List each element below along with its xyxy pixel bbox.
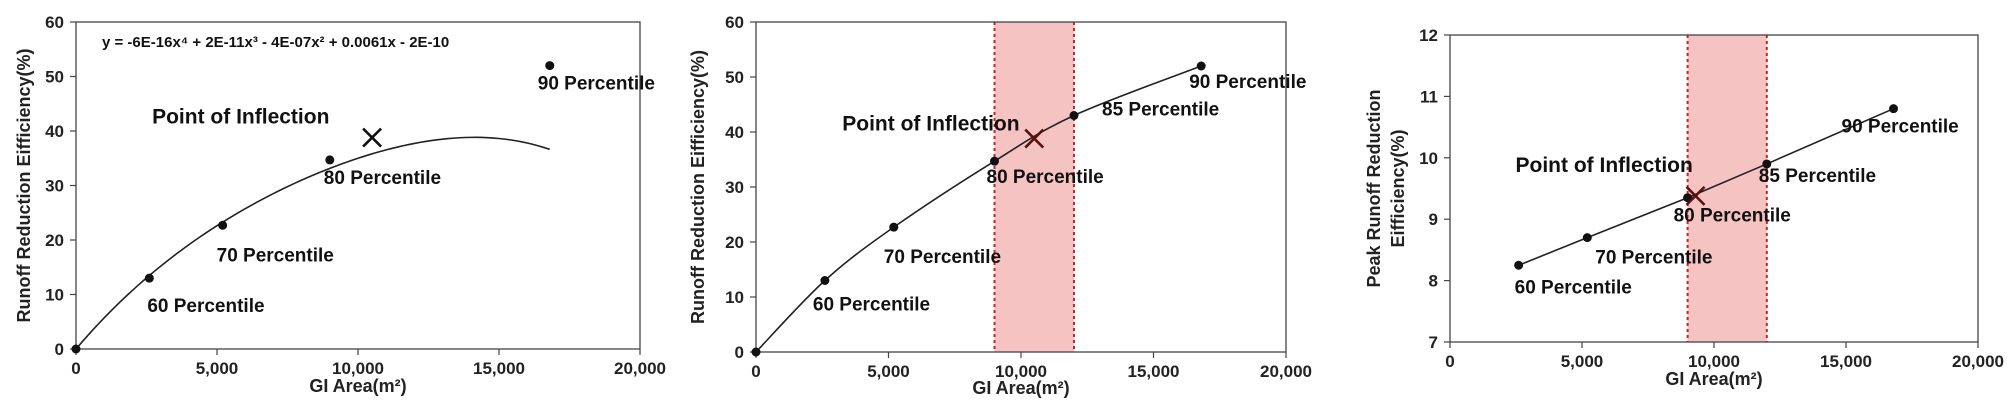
- x-tick-label: 20,000: [614, 359, 666, 378]
- series-line: [755, 65, 1202, 353]
- x-tick-label: 5,000: [1561, 352, 1604, 371]
- x-tick-label: 10,000: [995, 362, 1047, 381]
- data-point: [1069, 111, 1079, 120]
- x-tick-label: 10,000: [332, 359, 384, 378]
- x-tick-label: 20,000: [1260, 362, 1312, 381]
- inflection-marker: [362, 127, 383, 148]
- inflection-label: Point of Inflection: [152, 106, 329, 129]
- data-point-label: 80 Percentile: [324, 168, 441, 189]
- x-tick-label: 5,000: [196, 359, 239, 378]
- data-point: [1762, 159, 1772, 169]
- data-point-label: 60 Percentile: [1515, 277, 1632, 298]
- x-tick-label: 5,000: [867, 362, 910, 381]
- data-point: [889, 222, 899, 232]
- y-tick-label: 8: [1429, 272, 1438, 291]
- data-point-label: 70 Percentile: [884, 247, 1001, 268]
- x-tick-label: 0: [751, 362, 760, 381]
- data-point-label: 70 Percentile: [1595, 248, 1712, 269]
- y-tick-label: 60: [45, 13, 64, 32]
- data-point-label: 80 Percentile: [1674, 206, 1791, 227]
- y-axis-label: Runoff Reduction Eifficiency(%): [14, 48, 34, 322]
- data-point: [71, 344, 81, 354]
- data-point-label: 90 Percentile: [1842, 117, 1959, 138]
- data-point-label: 90 Percentile: [1189, 72, 1306, 93]
- highlight-band: [994, 22, 1074, 352]
- data-point: [218, 220, 228, 230]
- inflection-label: Point of Inflection: [1516, 154, 1693, 177]
- x-tick-label: 0: [1445, 352, 1454, 371]
- data-point-label: 90 Percentile: [538, 74, 655, 95]
- y-axis-label: Peak Runoff Reduction Eifficiency(%): [1364, 89, 1408, 287]
- y-axis-label-line-2: Eifficiency(%): [1388, 129, 1408, 247]
- x-axis-label: GI Area(m²): [309, 376, 406, 396]
- x-tick-label: 0: [71, 359, 80, 378]
- data-point: [144, 273, 154, 283]
- series-line: [75, 136, 551, 350]
- data-point: [1514, 260, 1524, 270]
- data-point-label: 60 Percentile: [147, 296, 264, 317]
- data-point: [325, 155, 335, 165]
- y-axis-label-line-1: Peak Runoff Reduction: [1364, 89, 1384, 287]
- x-tick-label: 10,000: [1688, 352, 1740, 371]
- y-tick-label: 20: [45, 231, 64, 250]
- highlight-band: [1687, 35, 1767, 342]
- y-tick-label: 40: [725, 123, 744, 142]
- chart-1: 0 10 20 30 40 50 60 0 5,000 10,000 15,000 20,000 GI …: [14, 13, 666, 396]
- data-point: [1889, 104, 1899, 114]
- data-point: [1196, 61, 1206, 71]
- x-axis-label: GI Area(m²): [972, 378, 1069, 398]
- data-point: [751, 347, 761, 357]
- y-tick-label: 12: [1419, 26, 1438, 45]
- data-point: [545, 61, 555, 71]
- chart-2: 0 10 20 30 40 50 60 0 5,000 10,000 15,000 20,000 GI …: [688, 13, 1312, 398]
- y-tick-label: 7: [1429, 333, 1438, 352]
- x-tick-label: 20,000: [1952, 352, 2004, 371]
- data-point: [1582, 233, 1592, 243]
- x-tick-label: 15,000: [473, 359, 525, 378]
- data-point: [820, 276, 830, 285]
- y-tick-label: 9: [1429, 210, 1438, 229]
- y-tick-label: 0: [55, 340, 64, 359]
- data-point-label: 80 Percentile: [987, 167, 1104, 188]
- y-tick-label: 0: [735, 343, 744, 362]
- y-tick-label: 10: [1419, 149, 1438, 168]
- y-tick-label: 10: [725, 288, 744, 307]
- x-axis-label: GI Area(m²): [1665, 369, 1762, 389]
- data-point-label: 85 Percentile: [1102, 100, 1219, 121]
- y-tick-label: 11: [1420, 87, 1438, 106]
- y-tick-label: 10: [45, 286, 64, 305]
- data-point-label: 60 Percentile: [813, 295, 930, 316]
- y-tick-label: 50: [725, 68, 744, 87]
- y-tick-label: 40: [45, 122, 64, 141]
- data-point-label: 85 Percentile: [1759, 166, 1876, 187]
- y-tick-label: 30: [725, 178, 744, 197]
- y-axis-label: Runoff Reduction Eifficiency(%): [688, 50, 708, 324]
- y-tick-label: 50: [45, 68, 64, 87]
- x-tick-label: 15,000: [1128, 362, 1180, 381]
- chart-3: 7 8 9 10 11 12 0 5,000 10,000 15,000 20,000 GI Area…: [1364, 26, 2004, 389]
- data-point-label: 70 Percentile: [217, 245, 334, 266]
- x-tick-label: 15,000: [1820, 352, 1872, 371]
- y-tick-label: 60: [725, 13, 744, 32]
- trendline-equation: y = -6E-16x⁴ + 2E-11x³ - 4E-07x² + 0.006…: [102, 34, 449, 51]
- data-point: [990, 156, 999, 166]
- inflection-label: Point of Inflection: [842, 113, 1019, 136]
- inflection-marker: [1024, 128, 1045, 149]
- inflection-marker: [1685, 185, 1706, 206]
- y-tick-label: 30: [45, 177, 64, 196]
- y-tick-label: 20: [725, 233, 744, 252]
